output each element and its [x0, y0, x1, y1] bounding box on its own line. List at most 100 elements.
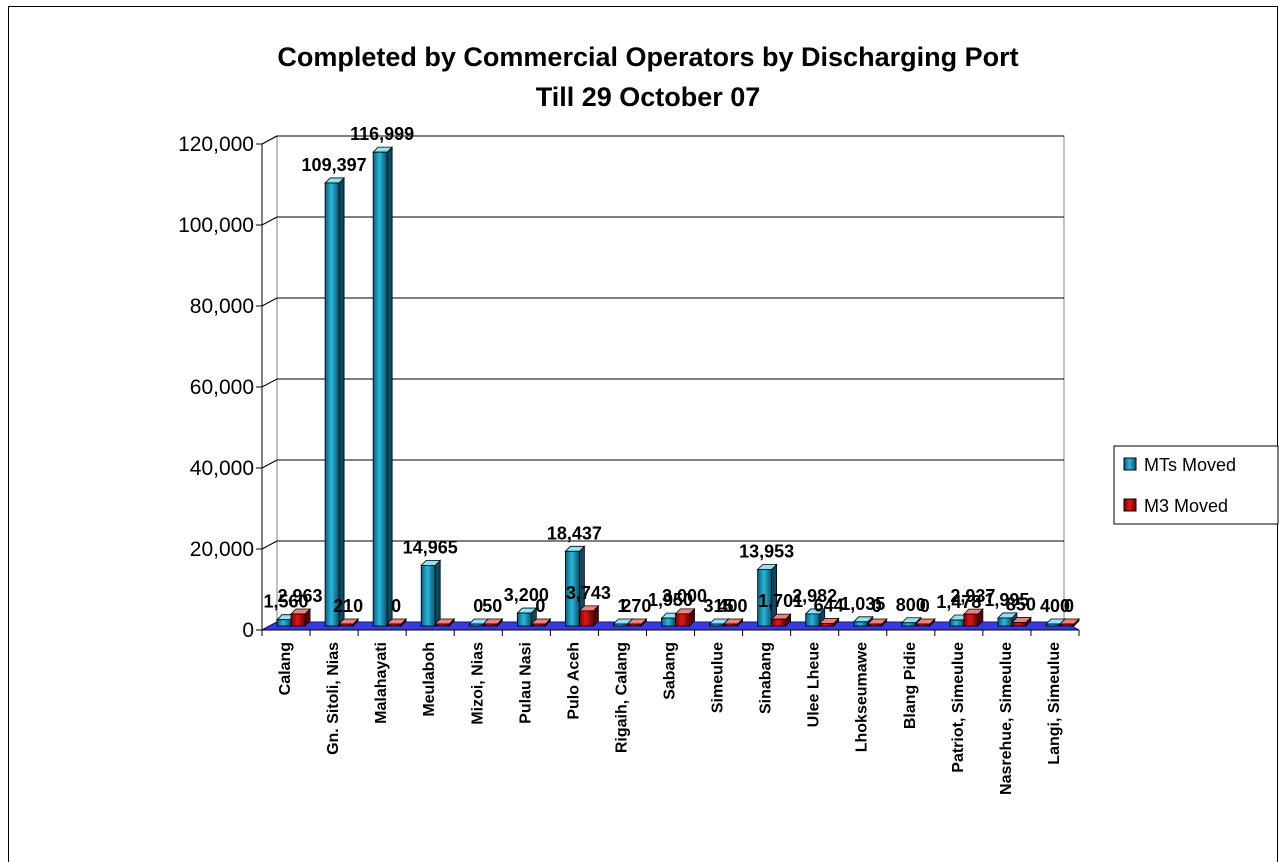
x-tick-label: Malahayati [373, 642, 390, 724]
x-tick-label: Rigaih, Calang [613, 642, 630, 753]
bar-mts-moved [276, 619, 292, 627]
gridline-side [261, 297, 278, 307]
data-label: 0 [535, 596, 545, 616]
data-label: 50 [482, 596, 502, 616]
data-label: 400 [718, 596, 748, 616]
data-label: 3,743 [566, 583, 611, 603]
bar-m3-moved [627, 623, 642, 627]
data-label: 0 [473, 596, 483, 616]
data-label: 1 [617, 596, 627, 616]
bar-m3-moved [723, 623, 738, 627]
bar-m3-moved [819, 622, 835, 627]
data-label: 210 [333, 596, 363, 616]
bar-side [386, 146, 393, 627]
x-tick-label: Sinabang [758, 642, 775, 714]
data-label: 2,982 [792, 586, 837, 606]
data-label: 0 [1064, 596, 1074, 616]
data-label: 0 [872, 596, 882, 616]
x-tick-label: Langi, Simeulue [1046, 642, 1063, 765]
bar-m3-moved [675, 613, 690, 627]
bar-m3-moved [530, 623, 546, 627]
bar-mts-moved [709, 623, 724, 627]
x-tick-label: Ulee Lheue [806, 642, 823, 727]
data-label: 644 [814, 595, 844, 615]
data-label: 1,035 [840, 594, 885, 614]
bar-m3-moved [434, 623, 450, 627]
bar-mts-moved [468, 623, 484, 627]
data-label: 1,478 [936, 592, 981, 612]
y-tick-label: 40,000 [190, 457, 254, 480]
legend-label-m3: M3 Moved [1144, 496, 1228, 516]
bar-mts-moved [949, 619, 965, 627]
bar-mts-moved [372, 151, 388, 627]
bar-side [338, 176, 345, 627]
x-tick-label: Meulaboh [421, 642, 438, 717]
x-tick-label: Pulau Nasi [517, 642, 534, 724]
bar-mts-moved [516, 612, 532, 627]
y-tick-label: 20,000 [190, 538, 254, 561]
bar-mts-moved [1045, 623, 1061, 627]
bar-m3-moved [867, 623, 883, 627]
gridline-side [261, 135, 278, 145]
bar-mts-moved [997, 617, 1013, 627]
data-label: 270 [621, 596, 651, 616]
x-tick-label: Mizoi, Nias [469, 642, 486, 725]
bar-m3-moved [338, 623, 354, 627]
data-label: 1,560 [264, 592, 309, 612]
gridline-side [261, 540, 278, 550]
legend-label-mts: MTs Moved [1144, 455, 1236, 475]
chart-subtitle: Till 29 October 07 [536, 82, 761, 112]
data-label: 1,950 [648, 590, 693, 610]
y-tick-label: 100,000 [178, 214, 254, 237]
y-tick-label: 80,000 [190, 295, 254, 318]
data-label: 3,000 [662, 586, 707, 606]
bar-m3-moved [482, 623, 498, 627]
bar-m3-moved [1011, 622, 1027, 627]
bar-mts-moved [661, 617, 676, 627]
data-label: 2,963 [278, 586, 323, 606]
bar-mts-moved [420, 564, 436, 627]
data-label: 14,965 [403, 537, 458, 557]
data-label: 109,397 [302, 155, 367, 175]
bar-m3-moved [386, 623, 402, 627]
data-label: 18,437 [547, 523, 602, 543]
bar-mts-moved [613, 623, 628, 627]
bar-mts-moved [324, 182, 340, 627]
bar-mts-moved [853, 621, 869, 627]
data-label: 2,937 [950, 586, 995, 606]
data-label: 0 [920, 596, 930, 616]
x-tick-label: Nasrehue, Simeulue [998, 642, 1015, 795]
y-tick-label: 120,000 [178, 133, 254, 156]
x-tick-label: Simeulue [710, 642, 727, 713]
data-label: 850 [1006, 595, 1036, 615]
bar-mts-moved [805, 613, 821, 627]
legend-swatch-m3 [1123, 498, 1137, 512]
bar-m3-moved [290, 613, 306, 627]
legend-swatch-mts [1123, 457, 1137, 471]
data-label: 1,701 [758, 591, 803, 611]
y-tick-label: 60,000 [190, 376, 254, 399]
bar-m3-moved [963, 613, 979, 627]
x-tick-label: Patriot, Simeulue [950, 642, 967, 773]
gridline-side [261, 378, 278, 388]
data-label: 800 [896, 595, 926, 615]
chart-frame [8, 6, 1278, 862]
x-tick-label: Gn. Sitoli, Nias [325, 642, 342, 755]
x-tick-label: Sabang [662, 642, 679, 700]
data-label: 116,999 [350, 124, 414, 144]
data-label: 400 [1040, 596, 1070, 616]
data-label: 0 [391, 596, 401, 616]
data-label: 13,953 [739, 541, 794, 561]
x-tick-label: Blang Pidie [902, 642, 919, 729]
gridline-side [261, 216, 278, 226]
y-tick-label: 0 [242, 619, 254, 642]
bar-side [434, 559, 441, 627]
bar-mts-moved [757, 569, 773, 627]
bar-mts-moved [564, 550, 580, 627]
gridline-side [261, 459, 278, 469]
bar-m3-moved [578, 610, 594, 627]
bar-m3-moved [1059, 623, 1075, 627]
data-label: 1,995 [984, 590, 1029, 610]
legend: MTs Moved M3 Moved [1113, 445, 1279, 525]
